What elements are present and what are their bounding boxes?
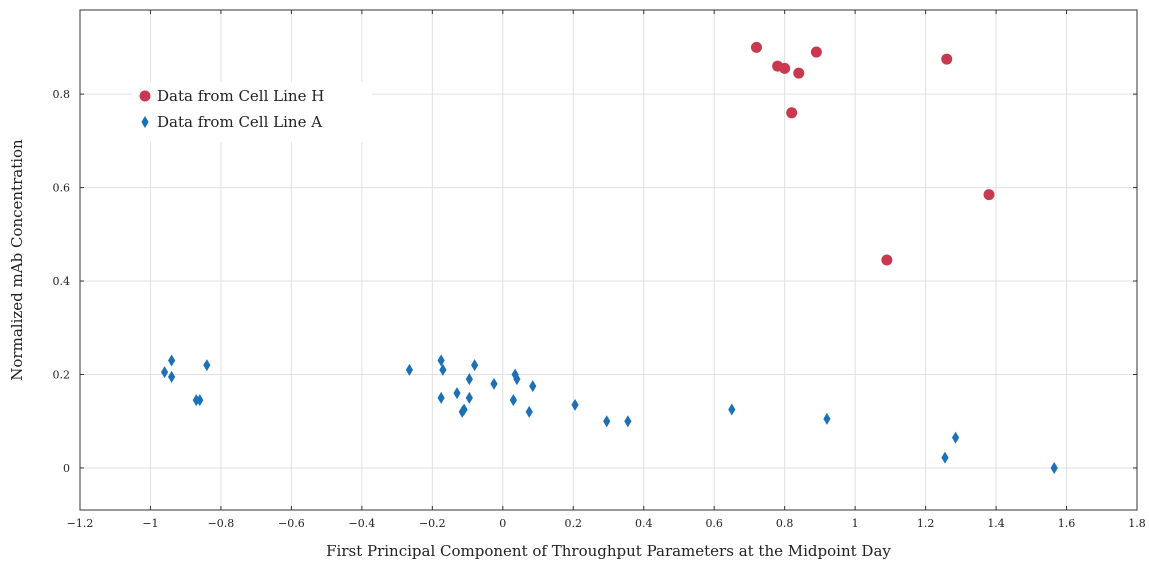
y-axis-ticks: 0 0.2 0.4 0.6 0.8 [53,88,1137,475]
x-tick-label: 1.8 [1128,517,1146,530]
legend-marker-circle [139,90,151,102]
x-tick-label: 1.6 [1058,517,1076,530]
data-point-cell-line-h [779,62,791,74]
x-tick-label: −0.2 [419,517,446,530]
data-point-cell-line-h [810,46,822,58]
data-point-cell-line-a [509,394,517,407]
x-tick-label: −1 [142,517,158,530]
x-tick-label: 1 [852,517,859,530]
data-point-cell-line-a [624,415,632,428]
data-point-cell-line-h [786,107,798,119]
legend-label: Data from Cell Line H [157,87,324,105]
legend: Data from Cell Line H Data from Cell Line… [132,82,372,142]
x-tick-label: 1.2 [917,517,935,530]
data-point-cell-line-a [196,394,204,407]
data-point-cell-line-h [750,41,762,53]
x-axis-label: First Principal Component of Throughput … [326,542,891,560]
y-tick-label: 0.6 [53,182,71,195]
y-tick-label: 0.2 [53,368,71,381]
data-point-cell-line-h [941,53,953,65]
data-point-cell-line-a [168,354,176,367]
x-tick-label: 0.2 [565,517,583,530]
y-tick-label: 0.8 [53,88,71,101]
data-point-cell-line-a [571,398,579,411]
data-point-cell-line-a [439,363,447,376]
data-points [160,41,1058,474]
data-point-cell-line-a [465,391,473,404]
data-point-cell-line-h [881,254,893,266]
data-point-cell-line-a [168,370,176,383]
data-point-cell-line-a [941,451,949,464]
data-point-cell-line-h [793,67,805,79]
data-point-cell-line-a [511,368,519,381]
data-point-cell-line-a [513,373,521,386]
plot-frame [79,9,1138,511]
data-point-cell-line-a [728,403,736,416]
x-tick-label: 0.8 [776,517,794,530]
data-point-cell-line-a [951,431,960,444]
data-point-cell-line-a [405,363,414,376]
x-tick-label: −1.2 [67,517,94,530]
x-axis-ticks: −1.2 −1 −0.8 −0.6 −0.4 −0.2 0 0.2 0.4 0.6 0.8 1 1.2 1… [67,10,1146,530]
data-point-cell-line-a [203,359,211,372]
data-point-cell-line-a [437,354,445,367]
y-tick-label: 0.4 [53,275,71,288]
legend-marker-diamond [141,116,149,128]
data-point-cell-line-a [453,387,461,400]
data-point-cell-line-a [525,405,533,418]
x-tick-label: 0.4 [635,517,653,530]
data-point-cell-line-a [160,366,169,379]
x-tick-label: 0.6 [705,517,723,530]
data-point-cell-line-a [823,412,831,425]
data-point-cell-line-a [460,403,468,416]
x-tick-label: 0 [499,517,506,530]
x-tick-label: −0.4 [349,517,376,530]
data-point-cell-line-a [471,359,479,372]
data-point-cell-line-a [1050,461,1058,474]
y-tick-label: 0 [63,462,70,475]
x-tick-label: −0.6 [278,517,305,530]
data-point-cell-line-h [983,189,995,201]
legend-label: Data from Cell Line A [157,113,322,131]
x-tick-label: −0.8 [208,517,235,530]
data-point-cell-line-a [490,377,498,390]
data-point-cell-line-a [465,373,473,386]
x-tick-label: 1.4 [987,517,1005,530]
legend-box [132,82,372,142]
data-point-cell-line-a [603,415,611,428]
data-point-cell-line-a [529,380,537,393]
data-point-cell-line-a [437,391,445,404]
y-axis-label: Normalized mAb Concentration [8,139,26,381]
grid [79,10,1138,510]
